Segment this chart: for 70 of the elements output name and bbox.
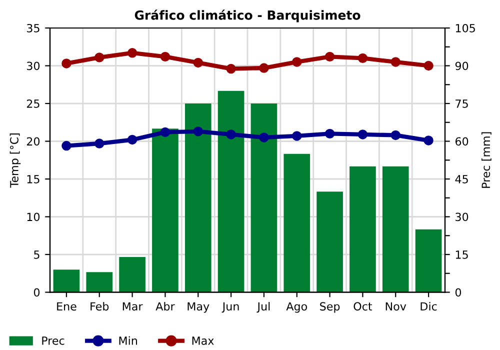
bar <box>86 272 113 292</box>
point <box>127 134 138 145</box>
y2-tick-label: 30 <box>456 212 468 222</box>
legend-label: Prec <box>42 336 64 345</box>
point <box>226 130 236 140</box>
legend-label: Min <box>119 336 137 345</box>
point <box>259 63 269 73</box>
point <box>292 131 302 141</box>
y-tick-label: 15 <box>27 175 40 184</box>
point <box>94 52 104 62</box>
x-tick-label: Jul <box>256 302 270 313</box>
x-tick-label: Ene <box>57 302 76 311</box>
y-tick-label: 30 <box>26 62 40 70</box>
point <box>424 136 434 146</box>
y2-tick-label: 15 <box>456 250 468 259</box>
x-tick-label: Jun <box>222 302 239 313</box>
bar <box>184 104 212 292</box>
point <box>390 130 400 140</box>
point <box>424 60 434 71</box>
bar <box>53 270 80 292</box>
bar <box>415 229 442 292</box>
bar <box>250 104 278 292</box>
bar <box>316 192 343 292</box>
x-tick-label: Ago <box>286 302 307 313</box>
x-tick-label: May <box>188 302 210 313</box>
y2-tick-label: 90 <box>455 62 468 70</box>
y-tick-label: 25 <box>26 99 40 108</box>
point <box>193 126 203 136</box>
x-tick-label: Abr <box>156 302 175 311</box>
y-tick-label: 35 <box>26 24 40 32</box>
bar <box>218 90 244 292</box>
point <box>390 57 400 67</box>
point <box>358 130 368 140</box>
y-tick-label: 0 <box>34 288 40 297</box>
x-tick-label: Mar <box>122 302 143 311</box>
y-tick-label: 10 <box>27 212 40 222</box>
point <box>160 127 170 138</box>
chart-title: Gráfico climático - Barquisimeto <box>134 10 360 22</box>
bar <box>119 257 146 292</box>
point <box>259 132 269 142</box>
y-tick-label: 5 <box>34 250 40 259</box>
bar <box>382 166 409 292</box>
point <box>62 58 72 68</box>
point <box>226 64 236 74</box>
y2-axis-title: Prec [mm] <box>481 132 492 188</box>
legend-label: Max <box>192 336 214 345</box>
y-tick-label: 20 <box>26 137 40 146</box>
y-axis-title: Temp [°C] <box>10 134 21 188</box>
point <box>324 128 335 139</box>
point <box>292 57 302 67</box>
bar <box>152 128 178 292</box>
x-tick-label: Sep <box>320 302 340 313</box>
y2-tick-label: 105 <box>456 24 475 32</box>
point <box>94 138 104 148</box>
y2-tick-label: 45 <box>455 175 468 184</box>
x-tick-label: Nov <box>386 302 406 311</box>
point <box>160 52 170 62</box>
x-tick-label: Feb <box>90 302 109 311</box>
point <box>358 53 368 64</box>
y2-tick-label: 75 <box>456 100 468 108</box>
x-tick-label: Dic <box>420 302 437 311</box>
bar <box>350 166 376 292</box>
point <box>127 48 138 58</box>
point <box>62 140 72 151</box>
bar <box>284 154 310 292</box>
point <box>324 52 335 62</box>
y2-tick-label: 60 <box>456 137 468 146</box>
y2-tick-label: 0 <box>455 288 462 297</box>
point <box>193 58 203 68</box>
x-tick-label: Oct <box>354 302 372 311</box>
